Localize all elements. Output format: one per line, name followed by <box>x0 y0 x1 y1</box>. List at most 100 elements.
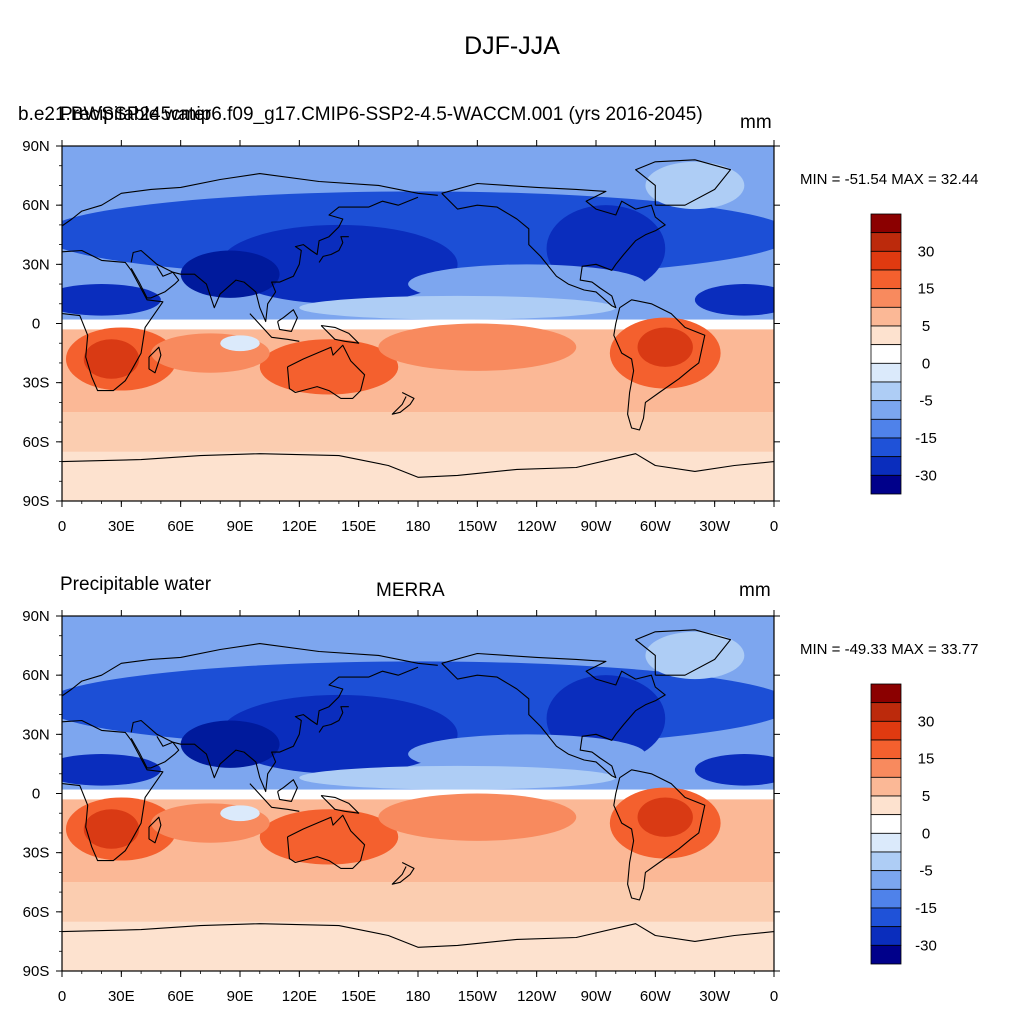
coastline-antarctica <box>62 923 774 948</box>
y-tick-label: 60N <box>22 197 50 214</box>
equator-band <box>62 789 774 800</box>
colorbar-box <box>870 814 902 834</box>
tibet-deep-blue <box>180 720 280 768</box>
antarctica-band <box>62 457 774 501</box>
coastline-asia_south <box>130 196 419 323</box>
samerica-core <box>637 327 693 367</box>
colorbar-box <box>870 213 902 234</box>
x-tick-label: 30E <box>108 988 135 1005</box>
x-tick-label: 60E <box>167 988 194 1005</box>
panel2-right-string: mm <box>739 580 771 601</box>
x-tick-label: 120W <box>517 518 557 535</box>
colorbar-box <box>870 344 902 364</box>
colorbar-box <box>870 437 902 458</box>
y-tick-label: 30S <box>23 845 50 862</box>
x-tick-label: 150E <box>341 988 376 1005</box>
colorbar-box <box>870 288 902 308</box>
x-tick-label: 0 <box>58 518 66 535</box>
coastline-madagascar <box>148 346 162 374</box>
coastline-newguinea <box>320 324 360 344</box>
antarctica-band <box>62 927 774 971</box>
colorbar-box <box>870 702 902 722</box>
coastline-eurasia <box>62 643 438 697</box>
y-tick-label: 60S <box>23 904 50 921</box>
coastline-greenland <box>635 159 732 206</box>
colorbar-box <box>870 400 902 420</box>
coastline-australia <box>286 344 366 399</box>
colorbar-box <box>870 758 902 778</box>
x-tick-label: 180 <box>405 518 430 535</box>
pacific-nh-light <box>408 264 646 304</box>
colorbar-box <box>870 250 902 271</box>
coastline-arabia <box>130 266 180 299</box>
y-tick-label: 60N <box>22 667 50 684</box>
colorbar-box <box>870 306 902 327</box>
x-tick-label: 90E <box>227 988 254 1005</box>
colorbar-label: -30 <box>915 467 937 484</box>
panel1-min-max: MIN = -51.54 MAX = 32.44 <box>800 171 979 188</box>
coastline-namerica <box>441 182 666 309</box>
coastline-newzealand <box>391 862 415 885</box>
coastline-africa <box>62 249 164 392</box>
colorbar-box <box>870 944 902 965</box>
coastline-asia_south <box>130 666 419 793</box>
coastline-madagascar <box>148 816 162 844</box>
panel1-left-string: Precipitable water <box>60 104 212 125</box>
coastline-greenland <box>635 629 732 676</box>
spcz-warm <box>378 323 577 371</box>
pacific-itcz-light <box>299 295 616 320</box>
colorbar-box <box>870 418 902 439</box>
panel1-center-string: b.e21.BWSSP245cmip6.f09_g17.CMIP6-SSP2-4… <box>18 104 703 125</box>
pacific-nh-light <box>408 734 646 774</box>
y-tick-label: 90N <box>22 138 50 155</box>
coastline-borneo <box>277 779 298 802</box>
sh-midlat-band <box>62 412 774 452</box>
colorbar-box <box>870 832 902 853</box>
colorbar-label: 5 <box>922 318 930 335</box>
colorbar-label: -15 <box>915 900 937 917</box>
africa-core <box>83 809 140 849</box>
coastline-japan <box>318 706 349 733</box>
coastline-australia <box>286 814 366 869</box>
tibet-deep-blue <box>180 250 280 298</box>
colorbar-label: 0 <box>922 355 930 372</box>
coastline-japan <box>318 236 349 263</box>
colorbar-label: -30 <box>915 937 937 954</box>
greenland-light <box>645 161 745 210</box>
colorbar-label: 30 <box>918 713 935 730</box>
panel1-right-string: mm <box>740 112 772 133</box>
panel2-center-string: MERRA <box>376 580 445 601</box>
x-tick-label: 30W <box>699 988 731 1005</box>
colorbar-box <box>870 907 902 928</box>
pacific-itcz-light <box>299 765 616 790</box>
sh-midlat-band <box>62 882 774 922</box>
coastline-indonesia <box>249 783 300 812</box>
colorbar-box <box>870 870 902 890</box>
y-tick-label: 30N <box>22 726 50 743</box>
africa-core <box>83 339 140 379</box>
x-tick-label: 120E <box>282 518 317 535</box>
colorbar-label: 15 <box>918 281 935 298</box>
atlantic-itcz-blue <box>694 284 774 316</box>
x-tick-label: 180 <box>405 988 430 1005</box>
x-tick-label: 120E <box>282 988 317 1005</box>
samerica-core <box>637 797 693 837</box>
colorbar-box <box>870 683 902 704</box>
equator-band <box>62 319 774 330</box>
coastline-arabia <box>130 736 180 769</box>
panel1-field <box>62 146 774 501</box>
coastline-borneo <box>277 309 298 332</box>
coastline-namerica <box>441 652 666 779</box>
y-tick-label: 30S <box>23 375 50 392</box>
x-tick-label: 60E <box>167 518 194 535</box>
east-asia-blue <box>220 694 458 774</box>
x-tick-label: 90W <box>581 988 613 1005</box>
colorbar-box <box>870 362 902 383</box>
colorbar-box <box>870 776 902 797</box>
sahel-blue <box>62 754 161 786</box>
y-tick-label: 90S <box>23 963 50 980</box>
indian-cool <box>220 335 260 352</box>
x-tick-label: 150W <box>458 518 498 535</box>
colorbar-label: -5 <box>919 863 932 880</box>
